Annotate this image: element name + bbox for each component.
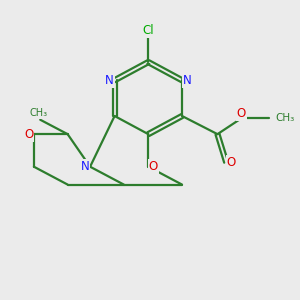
Text: O: O — [24, 128, 33, 141]
Text: O: O — [227, 156, 236, 169]
Text: N: N — [183, 74, 192, 87]
Text: CH₃: CH₃ — [30, 108, 48, 118]
Text: CH₃: CH₃ — [276, 113, 295, 123]
Text: N: N — [105, 74, 114, 87]
Text: O: O — [237, 106, 246, 120]
Text: N: N — [80, 160, 89, 173]
Text: O: O — [149, 160, 158, 173]
Text: Cl: Cl — [142, 24, 154, 37]
